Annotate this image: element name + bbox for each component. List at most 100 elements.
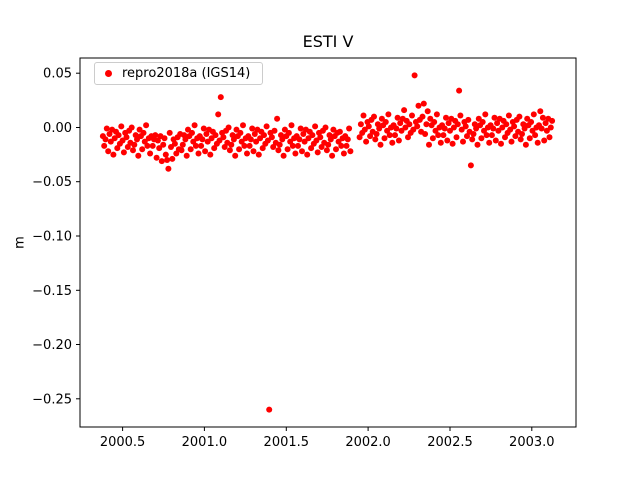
data-point xyxy=(130,147,136,154)
data-point xyxy=(381,135,388,142)
data-point xyxy=(264,137,271,144)
data-point xyxy=(202,148,209,155)
data-point xyxy=(414,123,421,130)
y-tick-label: 0.05 xyxy=(43,67,72,82)
data-point xyxy=(336,128,343,135)
data-point xyxy=(363,138,370,145)
y-tick-label: −0.10 xyxy=(32,230,72,245)
data-point xyxy=(312,123,319,130)
data-point xyxy=(376,125,383,132)
data-point xyxy=(204,138,211,145)
data-point xyxy=(226,147,233,154)
data-point xyxy=(266,406,273,413)
data-point xyxy=(271,127,278,134)
x-tick-label: 2001.5 xyxy=(264,435,310,450)
data-point xyxy=(152,132,159,139)
data-point xyxy=(221,144,228,150)
data-point xyxy=(483,132,490,139)
data-point xyxy=(118,123,125,130)
data-point xyxy=(511,123,518,130)
data-point xyxy=(123,134,130,141)
data-point xyxy=(395,137,402,144)
x-tick-label: 2002.0 xyxy=(345,435,391,450)
data-point xyxy=(300,131,307,137)
data-point xyxy=(502,134,508,141)
data-point xyxy=(411,72,418,79)
data-point xyxy=(549,117,556,124)
data-point xyxy=(464,133,470,140)
data-point xyxy=(530,111,537,118)
data-point xyxy=(237,129,244,136)
data-point xyxy=(296,136,303,143)
data-point xyxy=(503,121,510,128)
data-point xyxy=(281,126,288,133)
data-point xyxy=(179,141,186,148)
data-point xyxy=(435,132,442,139)
y-tick-label: −0.05 xyxy=(32,175,72,190)
data-point xyxy=(236,146,243,153)
data-point xyxy=(512,133,519,140)
data-point xyxy=(494,120,501,127)
data-point xyxy=(519,131,525,137)
data-point xyxy=(479,119,486,125)
data-point xyxy=(444,137,451,144)
data-point xyxy=(433,111,440,118)
data-point xyxy=(456,87,463,94)
data-point xyxy=(314,149,321,156)
legend: repro2018a (IGS14) xyxy=(94,62,264,85)
data-point xyxy=(131,141,138,148)
data-point xyxy=(192,142,199,149)
data-point xyxy=(419,113,426,120)
data-point xyxy=(158,158,165,165)
data-point xyxy=(166,129,173,136)
y-tick-label: 0.00 xyxy=(43,121,72,136)
data-point xyxy=(415,102,422,109)
data-point xyxy=(347,148,354,155)
data-point xyxy=(141,138,148,145)
data-point xyxy=(522,141,529,148)
data-point xyxy=(534,139,541,146)
data-point xyxy=(318,144,325,150)
data-point xyxy=(441,125,448,132)
data-point xyxy=(490,125,497,132)
data-point xyxy=(478,135,485,142)
data-point xyxy=(154,137,161,144)
data-point xyxy=(389,139,396,146)
data-point xyxy=(373,131,380,137)
data-point xyxy=(538,125,545,132)
data-point xyxy=(539,114,546,121)
y-tick-label: −0.25 xyxy=(32,392,72,407)
data-point xyxy=(429,135,436,142)
data-point xyxy=(385,111,392,118)
data-point xyxy=(149,142,156,149)
data-point xyxy=(128,124,135,131)
data-point xyxy=(394,114,401,121)
data-point xyxy=(261,132,267,139)
data-point xyxy=(276,141,283,148)
data-point xyxy=(542,120,549,127)
data-point xyxy=(323,147,330,154)
data-point xyxy=(105,148,112,155)
data-point xyxy=(244,150,250,157)
data-point xyxy=(200,125,207,132)
data-point xyxy=(225,124,232,131)
data-point xyxy=(110,151,117,158)
data-point xyxy=(432,127,439,134)
data-point xyxy=(203,131,210,137)
data-point xyxy=(212,132,219,139)
data-point xyxy=(491,114,498,121)
data-point xyxy=(195,150,202,157)
data-point xyxy=(453,134,460,141)
data-point xyxy=(325,141,332,148)
data-point xyxy=(171,140,178,147)
data-point xyxy=(322,124,329,131)
data-point xyxy=(372,136,379,143)
data-point xyxy=(246,142,253,149)
data-point xyxy=(371,113,377,120)
data-point xyxy=(153,154,160,161)
data-point xyxy=(528,119,535,125)
data-point xyxy=(139,146,146,153)
data-point xyxy=(367,133,374,140)
x-tick-label: 2000.5 xyxy=(100,435,146,450)
